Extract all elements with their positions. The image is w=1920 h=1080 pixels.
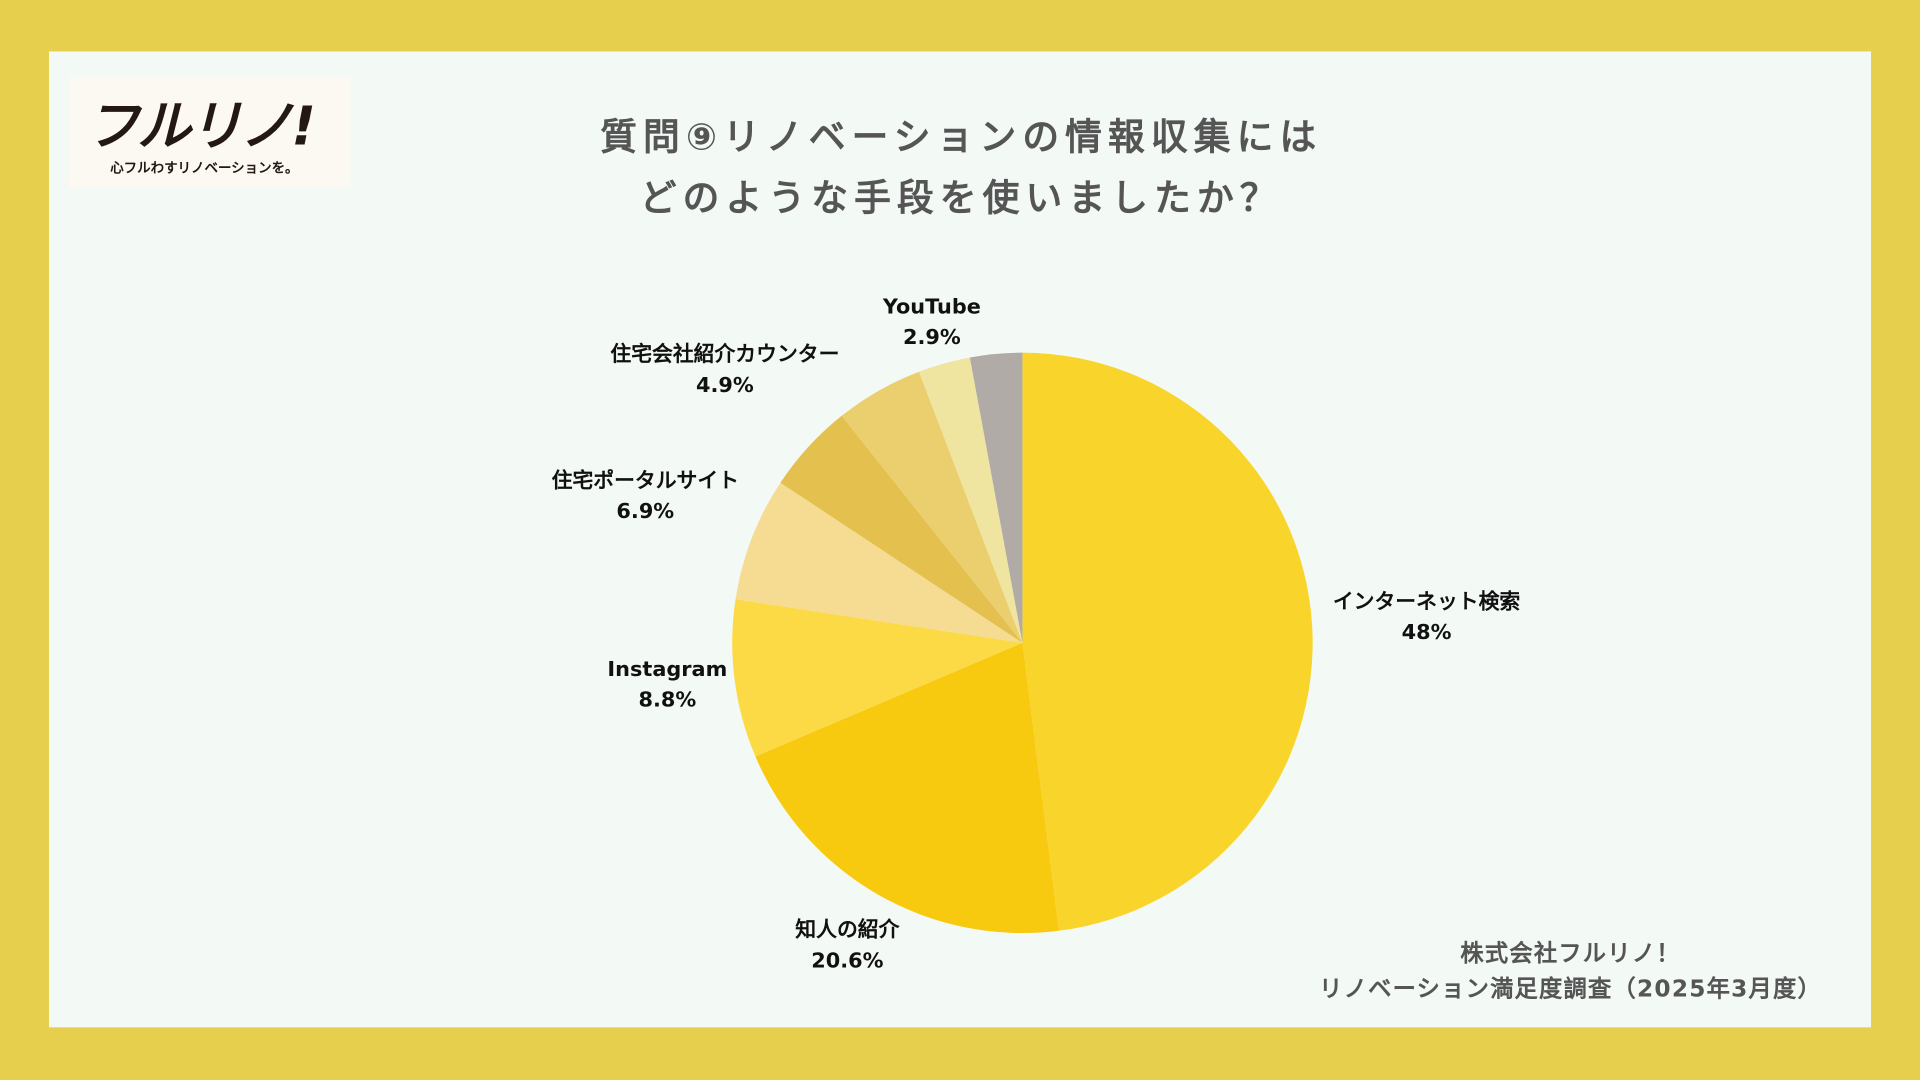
- pie-slice-1: [755, 642, 1059, 934]
- pie-slice-5: [841, 371, 1023, 643]
- label-youtube: YouTube 2.9%: [882, 295, 981, 351]
- label-internet: インターネット検索 48%: [1332, 590, 1521, 646]
- pie-slice-4: [780, 415, 1023, 643]
- logo-mark: フルリノ!: [85, 95, 316, 158]
- pie-slice-6: [919, 357, 1023, 643]
- credit: 株式会社フルリノ！ リノベーション満足度調査（2025年3月度）: [1319, 937, 1822, 1008]
- label-portal: 住宅ポータルサイト 6.9%: [551, 468, 739, 525]
- pie-slice-0: [1022, 352, 1313, 931]
- credit-company: 株式会社フルリノ！: [1460, 940, 1681, 968]
- logo: フルリノ! 心フルわすリノベーションを。: [68, 77, 351, 188]
- logo-tagline: 心フルわすリノベーションを。: [110, 160, 299, 177]
- pie-slice-3: [735, 482, 1023, 643]
- label-acquaintance: 知人の紹介 20.6%: [795, 918, 900, 974]
- title-line-1: 質問⑨リノベーションの情報収集には: [600, 116, 1323, 160]
- credit-survey: リノベーション満足度調査（2025年3月度）: [1319, 975, 1823, 1003]
- label-counter: 住宅会社紹介カウンター 4.9%: [610, 342, 840, 398]
- label-instagram: Instagram 8.8%: [607, 657, 728, 713]
- pie-slice-7: [969, 352, 1023, 643]
- chart-title: 質問⑨リノベーションの情報収集には どのような手段を使いましたか？: [416, 108, 1506, 230]
- title-line-2: どのような手段を使いましたか？: [639, 177, 1283, 221]
- pie-slice-2: [732, 599, 1023, 757]
